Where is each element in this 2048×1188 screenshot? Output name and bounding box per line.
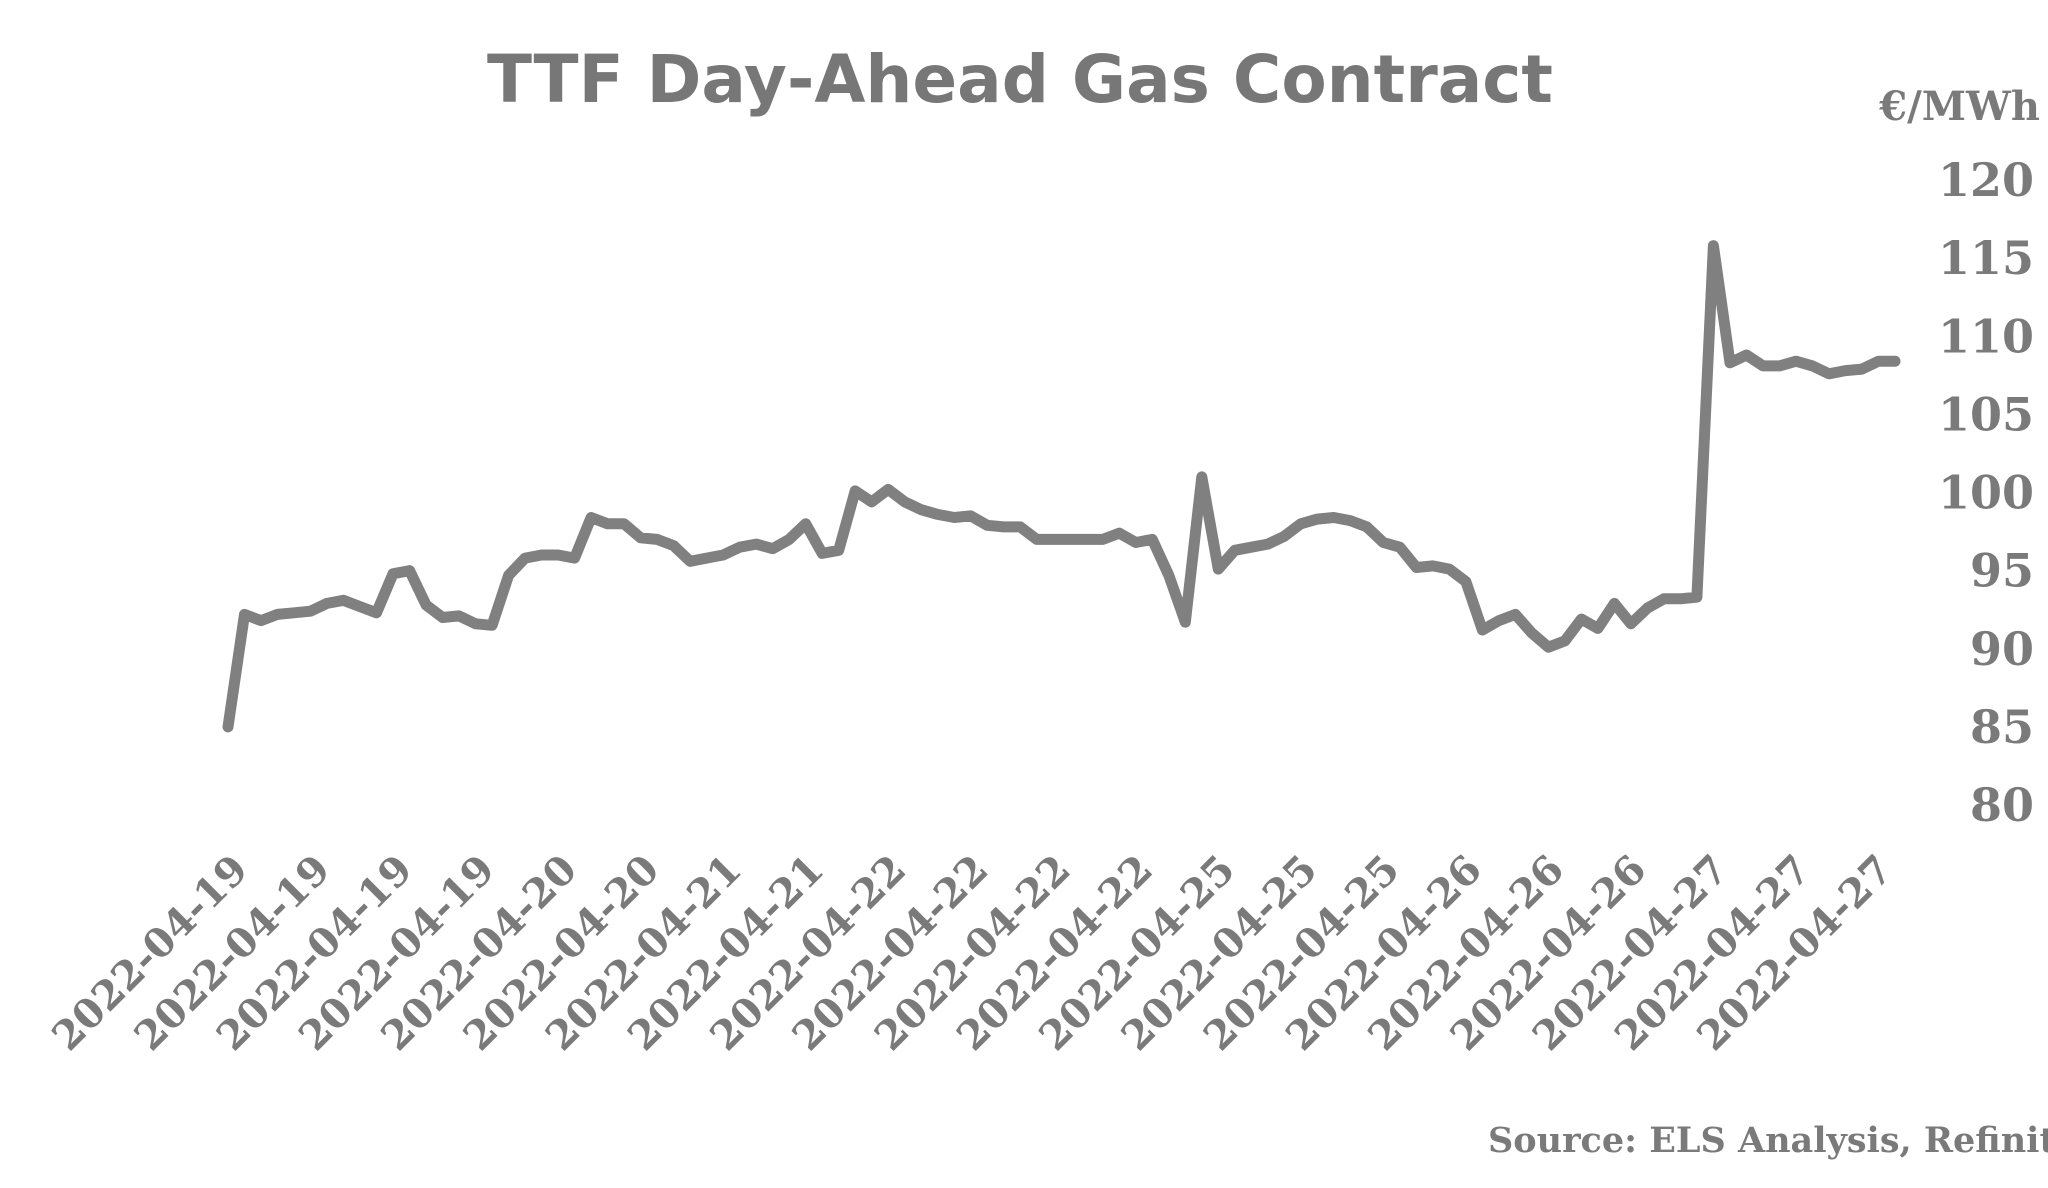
- y-tick-label: 110: [1938, 309, 2034, 363]
- y-tick-label: 100: [1938, 466, 2034, 520]
- y-tick-label: 120: [1938, 153, 2034, 207]
- y-axis: 120 115 110 105 100 95 90 85 80: [1938, 153, 2034, 832]
- y-tick-label: 95: [1970, 544, 2034, 598]
- y-tick-label: 90: [1970, 622, 2034, 676]
- series-line: [222, 240, 1901, 733]
- y-axis-unit-label: €/MWh: [1878, 83, 2040, 130]
- y-tick-label: 80: [1970, 778, 2034, 832]
- source-note: Source: ELS Analysis, Refinitiv: [1488, 1120, 2048, 1161]
- chart-title: TTF Day-Ahead Gas Contract: [487, 41, 1553, 118]
- y-tick-label: 85: [1970, 700, 2034, 754]
- x-axis: 2022-04-192022-04-192022-04-192022-04-19…: [43, 846, 1902, 1060]
- y-tick-label: 115: [1938, 231, 2034, 285]
- plot-area: [222, 240, 1901, 733]
- y-tick-label: 105: [1938, 387, 2034, 441]
